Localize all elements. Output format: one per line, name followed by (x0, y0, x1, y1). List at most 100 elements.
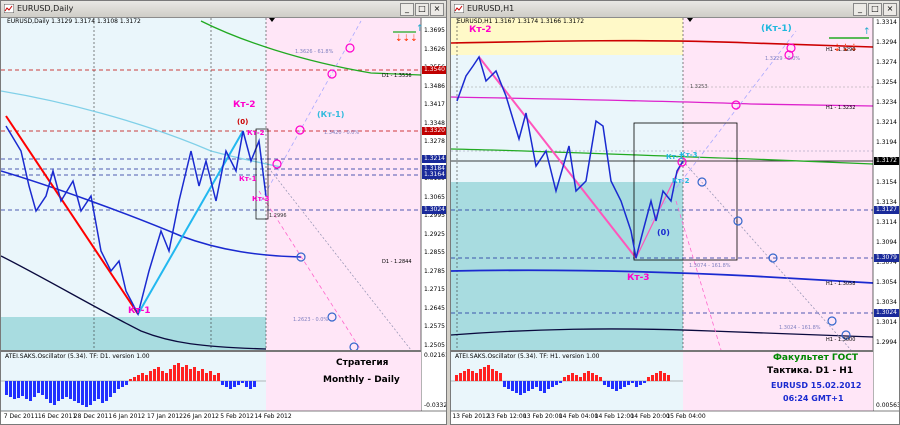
close-button[interactable]: × (430, 3, 444, 16)
oscillator-bar (459, 373, 462, 381)
svg-text:↑: ↑ (863, 27, 871, 37)
label-fib-0: 1.3229 - 0.0% (765, 56, 801, 62)
symbol-date: EURUSD 15.02.2012 (771, 381, 862, 390)
oscillator-bar (535, 381, 538, 387)
price-tick: 1.2505 (424, 342, 445, 349)
oscillator-bar (133, 377, 136, 381)
price-tick: 1.3626 (424, 45, 445, 53)
price-tick: 1.3294 (876, 39, 897, 46)
label-fib-level: 1.2996 (269, 213, 287, 219)
annotation-kt2: Кт-2 (469, 25, 492, 35)
maximize-button[interactable]: □ (415, 3, 429, 16)
oscillator-bar (499, 373, 502, 381)
chart-icon (454, 4, 464, 13)
strategy-subtitle: Monthly - Daily (323, 375, 400, 385)
oscillator-bar (213, 375, 216, 381)
annotation-kt1: (Кт-1) (761, 24, 792, 34)
window-titlebar[interactable]: EURUSD,Daily _ □ × (1, 1, 446, 18)
price-level-tag: 1.3079 (874, 254, 899, 262)
oscillator-bar (221, 381, 224, 385)
school-title: Факультет ГОСТ (773, 353, 859, 363)
oscillator-bar (101, 381, 104, 403)
date-tick: 13 Feb 2012 (452, 413, 490, 420)
oscillator-bar (607, 381, 610, 387)
oscillator-bar (467, 369, 470, 381)
chart-window-h1[interactable]: EURUSD,H1 _ □ × (450, 0, 900, 425)
oscillator-bar (109, 381, 112, 397)
strategy-title: Стратегия (336, 358, 389, 368)
price-level-tag: 1.3024 (422, 206, 446, 214)
oscillator-bar (141, 373, 144, 381)
oscillator-bar (495, 371, 498, 381)
h1-chart-canvas[interactable]: ⇣⇣⇣ ↑ (451, 1, 900, 425)
oscillator-bar (73, 381, 76, 401)
price-tick: 1.2995 (424, 212, 445, 220)
oscillator-bar (157, 367, 160, 381)
oscillator-bar (475, 373, 478, 381)
svg-text:⇣⇣⇣: ⇣⇣⇣ (833, 43, 858, 54)
oscillator-bar (567, 375, 570, 381)
price-tick: 1.2785 (424, 267, 445, 275)
date-tick: 26 Jan 2012 (183, 413, 219, 420)
oscillator-bars (455, 365, 670, 395)
oscillator-bar (57, 381, 60, 401)
label-fib-0: 1.3420 - 0.0% (324, 130, 360, 136)
price-tick: 1.3486 (424, 82, 445, 90)
osc-scale-bottom: -0.03324 (424, 402, 447, 409)
oscillator-bar (455, 375, 458, 381)
oscillator-bar (169, 369, 172, 381)
chart-window-daily[interactable]: EURUSD,Daily _ □ × (0, 0, 447, 425)
oscillator-bar (181, 367, 184, 381)
window-title: EURUSD,H1 (467, 4, 515, 13)
price-level-tag: 1.3024 (874, 309, 899, 317)
date-tick: 13 Feb 20:00 (522, 413, 563, 420)
oscillator-bar (555, 381, 558, 385)
ohlc-readout: EURUSD,Daily 1.3129 1.3174 1.3108 1.3172 (7, 18, 141, 25)
oscillator-bar (9, 381, 12, 397)
oscillator-bar (507, 381, 510, 389)
price-tick: 1.3234 (876, 99, 897, 106)
oscillator-bar (503, 381, 506, 387)
oscillator-label: ATEI.SAKS.Oscillator (5.34). TF: D1. ver… (5, 353, 150, 360)
minimize-button[interactable]: _ (400, 3, 414, 16)
oscillator-bar (463, 371, 466, 381)
minimize-button[interactable]: _ (853, 3, 867, 16)
oscillator-bar (599, 377, 602, 381)
price-tick: 1.3034 (876, 299, 897, 306)
oscillator-bar (245, 381, 248, 387)
price-tick: 1.3254 (876, 79, 897, 86)
oscillator-bar (21, 381, 24, 396)
price-tick: 1.3274 (876, 59, 897, 66)
oscillator-bar (201, 369, 204, 381)
oscillator-bar (539, 381, 542, 391)
date-tick: 15 Feb 04:00 (666, 413, 706, 420)
price-tick: 1.3314 (876, 19, 897, 26)
osc-scale-bottom: 0.00563 (876, 402, 900, 409)
window-titlebar[interactable]: EURUSD,H1 _ □ × (451, 1, 899, 18)
oscillator-bar (173, 365, 176, 381)
oscillator-bar (205, 373, 208, 381)
annotation-kt2b: Кт-2 (247, 129, 265, 137)
oscillator-bar (177, 363, 180, 381)
annotation-kt3: Кт-3 (252, 195, 270, 203)
annotation-kt1-cyan: (Кт-1) (317, 110, 345, 119)
label-h1-top: H1 - 1.3290 (826, 47, 856, 53)
signal-arrows-icon: ⇣⇣⇣ ↑ (393, 24, 424, 44)
oscillator-bar (651, 375, 654, 381)
oscillator-bar (603, 381, 606, 385)
date-tick: 7 Dec 2011 (3, 413, 39, 420)
oscillator-bar (161, 371, 164, 381)
oscillator-bar (89, 381, 92, 405)
oscillator-bar (659, 371, 662, 381)
price-tick: 1.3194 (876, 139, 897, 146)
daily-chart-canvas[interactable]: ⇣⇣⇣ ↑ (1, 1, 447, 425)
oscillator-bar (117, 381, 120, 389)
maximize-button[interactable]: □ (868, 3, 882, 16)
price-tick: 1.3214 (876, 119, 897, 126)
oscillator-bar (575, 375, 578, 381)
label-level: 1.3253 (690, 84, 708, 90)
oscillator-bar (37, 381, 40, 393)
time-stamp: 06:24 GMT+1 (783, 394, 844, 403)
close-button[interactable]: × (883, 3, 897, 16)
label-fib-1618a: 1.3074 - 161.8% (689, 263, 731, 269)
